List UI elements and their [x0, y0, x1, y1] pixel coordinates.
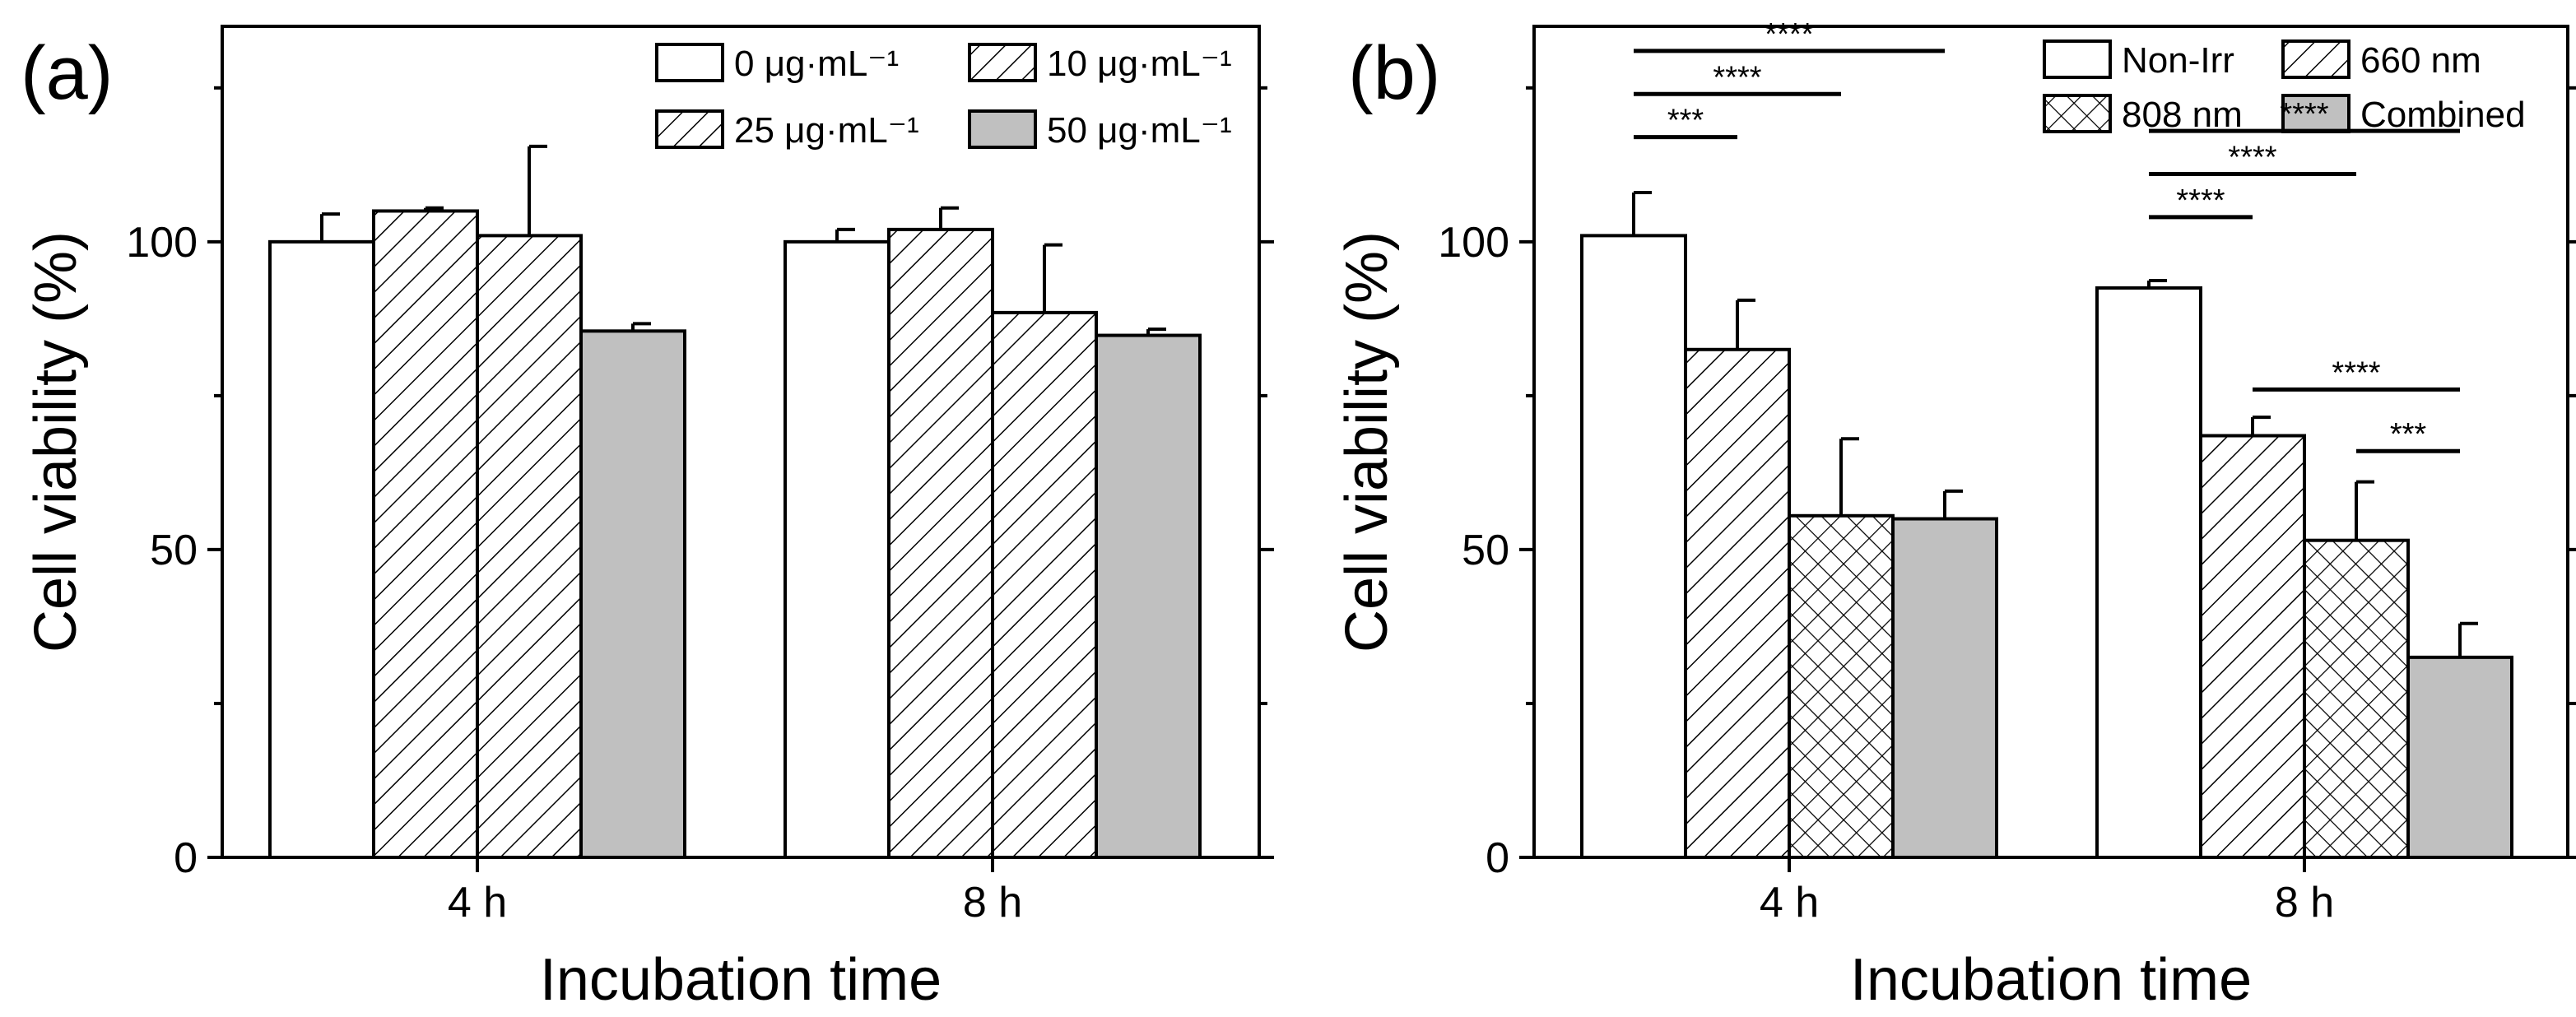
legend-swatch: [2043, 39, 2112, 79]
bar: [1891, 517, 1998, 859]
y-tick-label: 50: [150, 527, 198, 574]
legend-swatch: [655, 43, 724, 82]
y-tick-label: 100: [126, 219, 198, 267]
panel-b-chart: 0 50 100 4 h 8 h Incubation time Cell viabilit…: [1334, 17, 2576, 1013]
significance-label: ***: [2390, 417, 2427, 452]
legend-label: 808 nm: [2122, 95, 2243, 135]
bar: [1580, 234, 1687, 859]
y-axis-title: Cell viability (%): [23, 231, 89, 652]
legend-swatch: [2281, 94, 2350, 133]
bar: [1095, 333, 1202, 859]
legend-label: 0 μg·mL⁻¹: [734, 44, 899, 84]
significance-label: ****: [1765, 17, 1813, 52]
y-tick-label: 0: [1486, 834, 1509, 882]
bar: [2199, 434, 2306, 859]
y-tick-label: 50: [1462, 527, 1509, 574]
legend-label: 10 μg·mL⁻¹: [1047, 44, 1232, 84]
y-tick-label: 0: [174, 834, 198, 882]
y-tick-label: 100: [1438, 219, 1509, 267]
bar: [1788, 513, 1895, 859]
significance-label: ****: [2332, 355, 2380, 390]
legend-swatch: [2043, 94, 2112, 133]
x-tick-label: 8 h: [2275, 879, 2334, 926]
significance-label: ***: [1667, 104, 1704, 138]
legend-label: 50 μg·mL⁻¹: [1047, 110, 1232, 151]
x-tick-label: 4 h: [448, 879, 507, 926]
bar: [991, 310, 1098, 859]
legend-label: 660 nm: [2360, 40, 2481, 81]
x-axis-title: Incubation time: [540, 947, 942, 1013]
legend-swatch: [2281, 39, 2350, 79]
panel-label: (a): [21, 31, 113, 115]
legend-swatch: [968, 43, 1037, 82]
bar: [887, 227, 994, 859]
x-tick-label: 8 h: [963, 879, 1022, 926]
legend-swatch: [968, 109, 1037, 149]
legend-label: Combined: [2360, 95, 2526, 135]
bar: [2406, 655, 2513, 860]
significance-label: ****: [2280, 97, 2328, 132]
plot-frame: [1532, 25, 2569, 859]
bar: [476, 234, 583, 859]
x-axis-title: Incubation time: [1850, 947, 2252, 1013]
bar: [783, 239, 890, 859]
significance-label: ****: [2176, 183, 2225, 218]
x-tick-label: 4 h: [1760, 879, 1819, 926]
bar: [1684, 347, 1791, 859]
plot-frame: [221, 25, 1261, 859]
bar: [2303, 538, 2410, 859]
bar: [579, 329, 686, 860]
legend-label: Non-Irr: [2122, 40, 2234, 81]
legend-swatch: [655, 109, 724, 149]
panel-a-chart: 0 50 100 4 h 8 h Incubation time Cell viabilit…: [21, 25, 1274, 1013]
y-axis-title: Cell viability (%): [1334, 231, 1400, 652]
legend-label: 25 μg·mL⁻¹: [734, 110, 919, 151]
panel-label: (b): [1348, 31, 1440, 115]
significance-label: ****: [1713, 60, 1761, 95]
bar: [268, 239, 375, 859]
bar: [372, 209, 479, 859]
significance-label: ****: [2228, 141, 2276, 175]
bar: [2095, 286, 2202, 859]
